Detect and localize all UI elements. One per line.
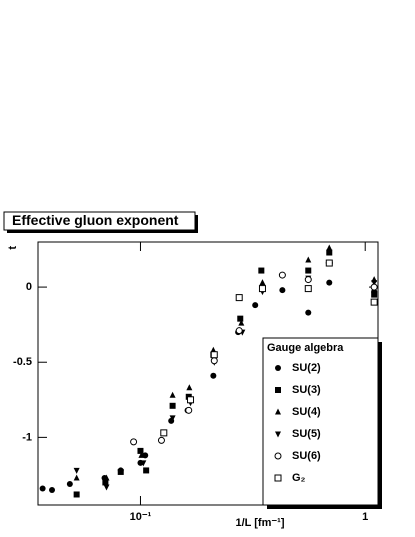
- legend-label: SU(6): [292, 450, 321, 462]
- point: [39, 485, 46, 492]
- point: [169, 391, 176, 398]
- point: [210, 372, 217, 379]
- point: [187, 396, 195, 404]
- point: [138, 451, 145, 458]
- point: [210, 357, 218, 365]
- point: [259, 279, 266, 286]
- point: [238, 319, 245, 326]
- point: [371, 291, 378, 298]
- legend-marker: [275, 365, 281, 371]
- point: [210, 346, 217, 353]
- point: [103, 484, 110, 491]
- point: [258, 285, 266, 293]
- y-axis-label: t: [7, 246, 19, 250]
- point: [117, 468, 124, 475]
- point: [130, 438, 138, 446]
- legend-marker: [275, 408, 281, 415]
- legend-marker: [275, 431, 281, 438]
- point: [237, 315, 244, 322]
- point: [258, 267, 265, 274]
- point: [103, 474, 110, 481]
- legend-label: SU(3): [292, 384, 321, 396]
- point: [140, 460, 147, 467]
- point: [370, 298, 378, 306]
- point: [305, 256, 312, 263]
- point: [279, 287, 286, 294]
- point: [326, 249, 333, 256]
- point: [169, 415, 176, 422]
- point: [102, 479, 109, 486]
- point: [325, 259, 333, 267]
- point: [160, 429, 168, 437]
- x-axis-label: 1/L [fm⁻¹]: [236, 517, 285, 529]
- x-tick-label: 1: [362, 511, 368, 523]
- point: [235, 294, 243, 302]
- point: [157, 436, 165, 444]
- legend-marker: [274, 452, 282, 460]
- chart-title: Effective gluon exponent: [12, 212, 179, 228]
- point: [235, 327, 243, 335]
- point: [185, 406, 193, 414]
- point: [304, 285, 312, 293]
- legend-box: [262, 337, 379, 506]
- point: [278, 271, 286, 279]
- point: [305, 309, 312, 316]
- point: [73, 491, 80, 498]
- point: [210, 351, 218, 359]
- legend-marker: [274, 474, 282, 482]
- legend-label: SU(4): [292, 406, 321, 418]
- point: [252, 302, 259, 309]
- legend-title: Gauge algebra: [267, 342, 344, 354]
- legend-marker: [275, 387, 281, 393]
- point: [326, 279, 333, 286]
- point: [305, 267, 312, 274]
- title-box: [3, 211, 196, 231]
- y-tick-label: -0.5: [13, 356, 32, 368]
- point: [66, 480, 73, 487]
- point: [73, 467, 80, 474]
- y-tick-label: -1: [22, 431, 32, 443]
- point: [371, 280, 378, 287]
- point: [304, 276, 312, 284]
- y-tick-label: 0: [26, 281, 32, 293]
- point: [370, 283, 378, 291]
- point: [143, 467, 150, 474]
- point: [326, 244, 333, 251]
- legend-label: SU(2): [292, 362, 321, 374]
- point: [49, 486, 56, 493]
- point: [137, 447, 144, 454]
- point: [186, 384, 193, 391]
- legend-label: SU(5): [292, 428, 321, 440]
- legend-label: G₂: [292, 472, 306, 484]
- x-tick-label: 10⁻¹: [130, 511, 152, 523]
- point: [169, 402, 176, 409]
- point: [73, 474, 80, 481]
